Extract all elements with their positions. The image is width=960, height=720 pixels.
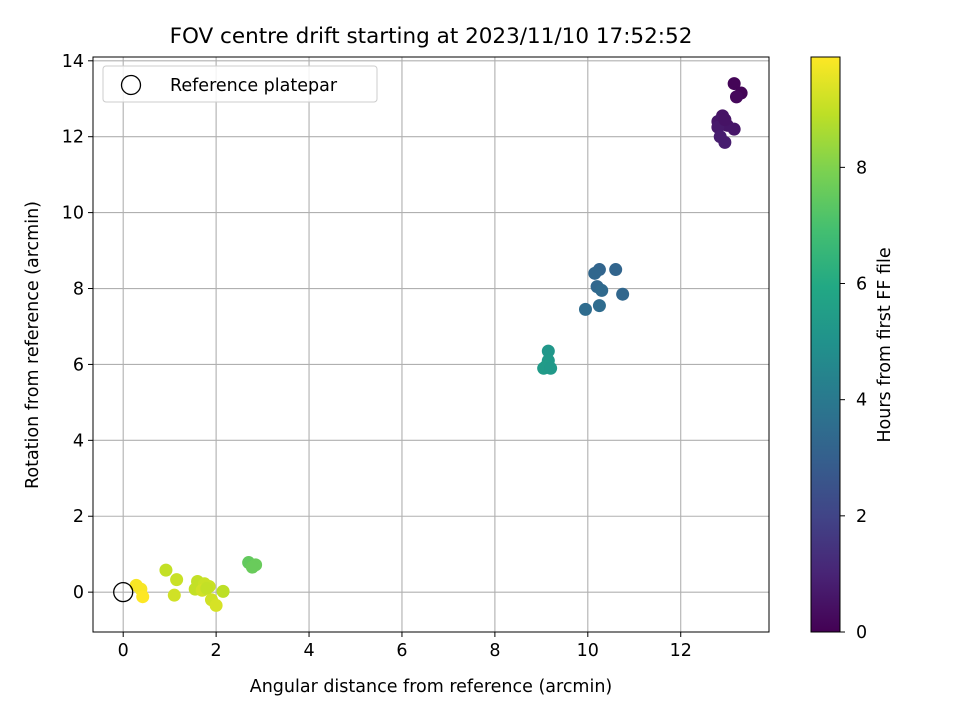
x-tick-label: 2 — [211, 641, 222, 661]
x-tick-label: 8 — [489, 641, 500, 661]
y-axis-ticks: 0 2 4 6 8 10 12 14 — [62, 52, 93, 603]
scatter-point — [136, 590, 150, 604]
scatter-point — [718, 135, 732, 149]
scatter-points — [129, 77, 748, 612]
y-tick-label: 12 — [62, 128, 84, 148]
scatter-point — [544, 361, 558, 375]
legend-marker-open-circle — [120, 74, 142, 96]
colorbar-gradient — [810, 56, 841, 633]
scatter-point — [729, 90, 743, 104]
scatter-point — [245, 560, 259, 574]
scatter-point — [167, 588, 181, 602]
x-axis-ticks: 0 2 4 6 8 10 12 — [118, 632, 692, 661]
colorbar-tick-label: 4 — [856, 391, 867, 411]
x-tick-label: 10 — [577, 641, 599, 661]
colorbar-ticks: 0 2 4 6 8 — [840, 158, 867, 643]
scatter-point — [727, 122, 741, 136]
scatter-point — [718, 113, 732, 127]
colorbar-tick-label: 2 — [856, 507, 867, 527]
plot-area-frame — [92, 56, 770, 633]
scatter-point — [727, 77, 741, 91]
x-tick-label: 12 — [670, 641, 692, 661]
y-tick-label: 4 — [73, 431, 84, 451]
scatter-point — [616, 287, 630, 301]
scatter-point — [200, 581, 214, 595]
scatter-point — [609, 263, 623, 277]
colorbar: 0 2 4 6 8 Hours from first FF file — [810, 56, 895, 643]
x-tick-label: 0 — [118, 641, 129, 661]
scatter-point — [588, 266, 602, 280]
legend: Reference platepar — [102, 65, 378, 103]
y-tick-label: 0 — [73, 583, 84, 603]
x-axis-label: Angular distance from reference (arcmin) — [250, 677, 613, 697]
scatter-point — [216, 584, 230, 598]
colorbar-tick-label: 8 — [856, 158, 867, 178]
y-tick-label: 14 — [62, 52, 84, 72]
x-tick-label: 4 — [303, 641, 314, 661]
scatter-point — [209, 598, 223, 612]
scatter-point — [595, 283, 609, 297]
scatter-point — [592, 299, 606, 313]
scatter-point — [170, 573, 184, 587]
y-axis-label: Rotation from reference (arcmin) — [23, 201, 43, 489]
chart-title: FOV centre drift starting at 2023/11/10 … — [170, 24, 693, 49]
y-tick-label: 8 — [73, 280, 84, 300]
legend-entry-label: Reference platepar — [170, 76, 338, 96]
x-tick-label: 6 — [396, 641, 407, 661]
legend-box — [102, 65, 378, 103]
colorbar-tick-label: 0 — [856, 623, 867, 643]
y-tick-label: 10 — [62, 204, 84, 224]
colorbar-label: Hours from first FF file — [875, 247, 895, 442]
y-tick-label: 2 — [73, 507, 84, 527]
reference-marker-layer — [113, 581, 134, 603]
colorbar-tick-label: 6 — [856, 275, 867, 295]
scatter-point — [159, 563, 173, 577]
y-tick-label: 6 — [73, 355, 84, 375]
scatter-point — [578, 302, 592, 316]
scatter-point — [541, 344, 555, 358]
reference-platepar-marker — [113, 581, 134, 603]
